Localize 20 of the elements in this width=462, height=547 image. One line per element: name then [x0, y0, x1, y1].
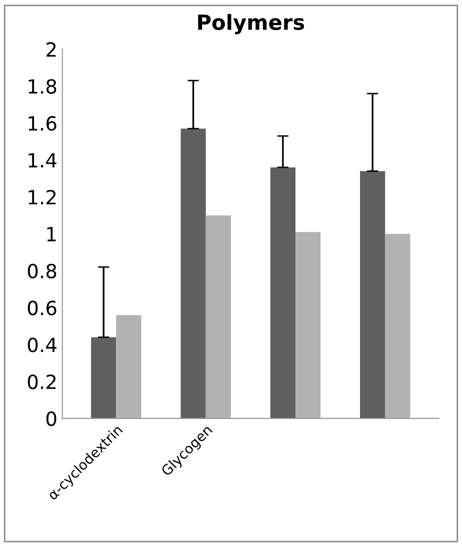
- y-tick-label: 0.8: [28, 264, 56, 278]
- y-tick-label: 0.2: [28, 374, 56, 390]
- y-tick-label: 1.6: [28, 116, 56, 131]
- chart-title: Polymers: [198, 14, 304, 34]
- y-tick-label: 0: [46, 411, 56, 426]
- bar: [385, 234, 410, 418]
- y-tick-label: 2: [46, 42, 56, 57]
- bar: [116, 315, 142, 418]
- bar: [360, 171, 386, 418]
- bar: [91, 337, 116, 418]
- bar: [270, 167, 296, 418]
- y-tick-label: 0.6: [28, 300, 56, 316]
- bar: [206, 215, 231, 418]
- y-tick-label: 1: [47, 227, 56, 242]
- bar: [180, 128, 206, 418]
- bar: [295, 232, 321, 418]
- y-tick-label: 0.4: [28, 338, 56, 352]
- y-tick-label: 1.4: [28, 153, 56, 168]
- y-tick-label: 1.8: [28, 79, 56, 94]
- y-tick-label: 1.2: [28, 190, 56, 204]
